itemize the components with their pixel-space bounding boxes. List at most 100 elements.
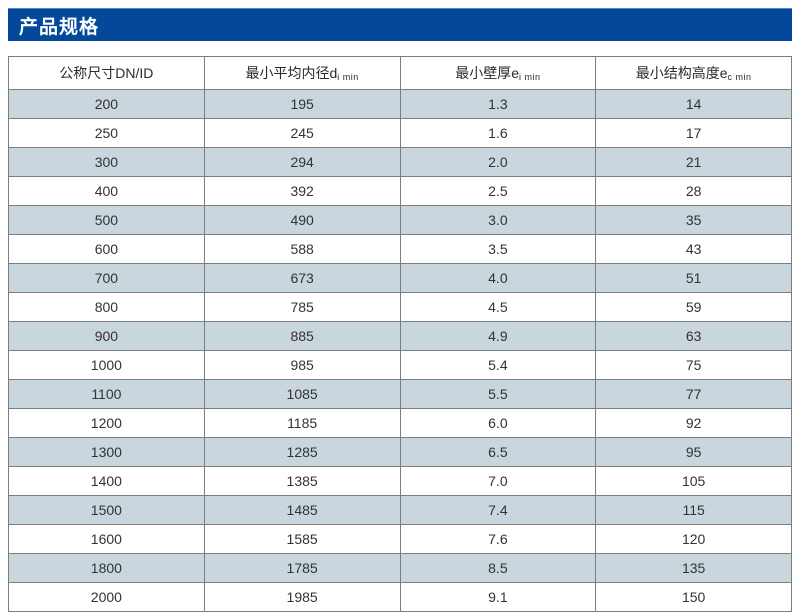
table-row: 1200 1185 6.0 92 xyxy=(8,408,792,438)
table-cell: 4.5 xyxy=(399,292,597,322)
column-header-0: 公称尺寸DN/ID xyxy=(8,56,205,90)
table-cell: 4.9 xyxy=(399,321,597,351)
table-cell: 1500 xyxy=(8,495,205,525)
table-cell: 2.0 xyxy=(399,147,597,177)
table-row: 1600 1585 7.6 120 xyxy=(8,524,792,554)
table-row: 1500 1485 7.4 115 xyxy=(8,495,792,525)
table-cell: 250 xyxy=(8,118,205,148)
table-row: 1400 1385 7.0 105 xyxy=(8,466,792,496)
table-row: 250 245 1.6 17 xyxy=(8,118,792,148)
spec-table-body: 200 195 1.3 14 250 245 1.6 17 300 294 2.0 21 400 392 2… xyxy=(8,89,792,612)
table-cell: 63 xyxy=(595,321,792,351)
table-row: 700 673 4.0 51 xyxy=(8,263,792,293)
table-cell: 105 xyxy=(595,466,792,496)
table-cell: 1785 xyxy=(203,553,401,583)
table-cell: 5.5 xyxy=(399,379,597,409)
table-cell: 7.0 xyxy=(399,466,597,496)
table-cell: 200 xyxy=(8,89,205,119)
spec-table-head: 公称尺寸DN/ID 最小平均内径di min 最小壁厚ei min 最小结构高度ec … xyxy=(8,56,792,90)
table-row: 400 392 2.5 28 xyxy=(8,176,792,206)
table-cell: 600 xyxy=(8,234,205,264)
table-cell: 1985 xyxy=(203,582,401,612)
table-cell: 1385 xyxy=(203,466,401,496)
table-cell: 21 xyxy=(595,147,792,177)
table-cell: 7.6 xyxy=(399,524,597,554)
column-header-subscript: c min xyxy=(727,72,752,82)
table-cell: 7.4 xyxy=(399,495,597,525)
page-title: 产品规格 xyxy=(19,16,100,38)
section-title-bar: 产品规格 xyxy=(8,8,792,41)
table-cell: 135 xyxy=(595,553,792,583)
table-row: 1100 1085 5.5 77 xyxy=(8,379,792,409)
table-cell: 400 xyxy=(8,176,205,206)
table-cell: 1085 xyxy=(203,379,401,409)
column-header-2: 最小壁厚ei min xyxy=(399,56,597,90)
table-row: 900 885 4.9 63 xyxy=(8,321,792,351)
table-cell: 8.5 xyxy=(399,553,597,583)
table-cell: 35 xyxy=(595,205,792,235)
table-row: 2000 1985 9.1 150 xyxy=(8,582,792,612)
table-cell: 1585 xyxy=(203,524,401,554)
table-cell: 120 xyxy=(595,524,792,554)
table-row: 1300 1285 6.5 95 xyxy=(8,437,792,467)
table-cell: 5.4 xyxy=(399,350,597,380)
column-header-subscript: i min xyxy=(519,72,541,82)
column-header-subscript: i min xyxy=(337,72,359,82)
table-cell: 9.1 xyxy=(399,582,597,612)
table-cell: 75 xyxy=(595,350,792,380)
column-header-3: 最小结构高度ec min xyxy=(595,56,792,90)
table-row: 600 588 3.5 43 xyxy=(8,234,792,264)
table-cell: 673 xyxy=(203,263,401,293)
table-row: 800 785 4.5 59 xyxy=(8,292,792,322)
table-cell: 14 xyxy=(595,89,792,119)
table-cell: 6.5 xyxy=(399,437,597,467)
table-cell: 2000 xyxy=(8,582,205,612)
table-cell: 77 xyxy=(595,379,792,409)
header-row: 公称尺寸DN/ID 最小平均内径di min 最小壁厚ei min 最小结构高度ec … xyxy=(8,56,792,90)
table-cell: 1800 xyxy=(8,553,205,583)
table-cell: 150 xyxy=(595,582,792,612)
product-spec-table: 公称尺寸DN/ID 最小平均内径di min 最小壁厚ei min 最小结构高度ec … xyxy=(8,56,792,612)
table-row: 200 195 1.3 14 xyxy=(8,89,792,119)
table-cell: 588 xyxy=(203,234,401,264)
table-cell: 28 xyxy=(595,176,792,206)
table-cell: 43 xyxy=(595,234,792,264)
table-cell: 1300 xyxy=(8,437,205,467)
table-cell: 59 xyxy=(595,292,792,322)
table-row: 500 490 3.0 35 xyxy=(8,205,792,235)
table-cell: 490 xyxy=(203,205,401,235)
table-cell: 1485 xyxy=(203,495,401,525)
table-cell: 1000 xyxy=(8,350,205,380)
table-row: 1800 1785 8.5 135 xyxy=(8,553,792,583)
table-cell: 92 xyxy=(595,408,792,438)
table-cell: 4.0 xyxy=(399,263,597,293)
table-cell: 1.6 xyxy=(399,118,597,148)
table-cell: 885 xyxy=(203,321,401,351)
table-cell: 95 xyxy=(595,437,792,467)
table-cell: 700 xyxy=(8,263,205,293)
table-cell: 51 xyxy=(595,263,792,293)
table-cell: 1285 xyxy=(203,437,401,467)
table-row: 300 294 2.0 21 xyxy=(8,147,792,177)
table-cell: 500 xyxy=(8,205,205,235)
table-cell: 2.5 xyxy=(399,176,597,206)
table-cell: 1600 xyxy=(8,524,205,554)
table-cell: 900 xyxy=(8,321,205,351)
table-cell: 195 xyxy=(203,89,401,119)
page: 产品规格 公称尺寸DN/ID 最小平均内径di min 最小壁厚ei min 最小结构… xyxy=(8,8,792,612)
table-cell: 800 xyxy=(8,292,205,322)
table-cell: 6.0 xyxy=(399,408,597,438)
table-cell: 3.5 xyxy=(399,234,597,264)
table-cell: 785 xyxy=(203,292,401,322)
table-row: 1000 985 5.4 75 xyxy=(8,350,792,380)
table-cell: 245 xyxy=(203,118,401,148)
table-cell: 1100 xyxy=(8,379,205,409)
table-cell: 392 xyxy=(203,176,401,206)
column-header-1: 最小平均内径di min xyxy=(203,56,401,90)
table-cell: 3.0 xyxy=(399,205,597,235)
table-cell: 17 xyxy=(595,118,792,148)
table-cell: 300 xyxy=(8,147,205,177)
table-cell: 115 xyxy=(595,495,792,525)
table-cell: 1200 xyxy=(8,408,205,438)
table-cell: 1185 xyxy=(203,408,401,438)
